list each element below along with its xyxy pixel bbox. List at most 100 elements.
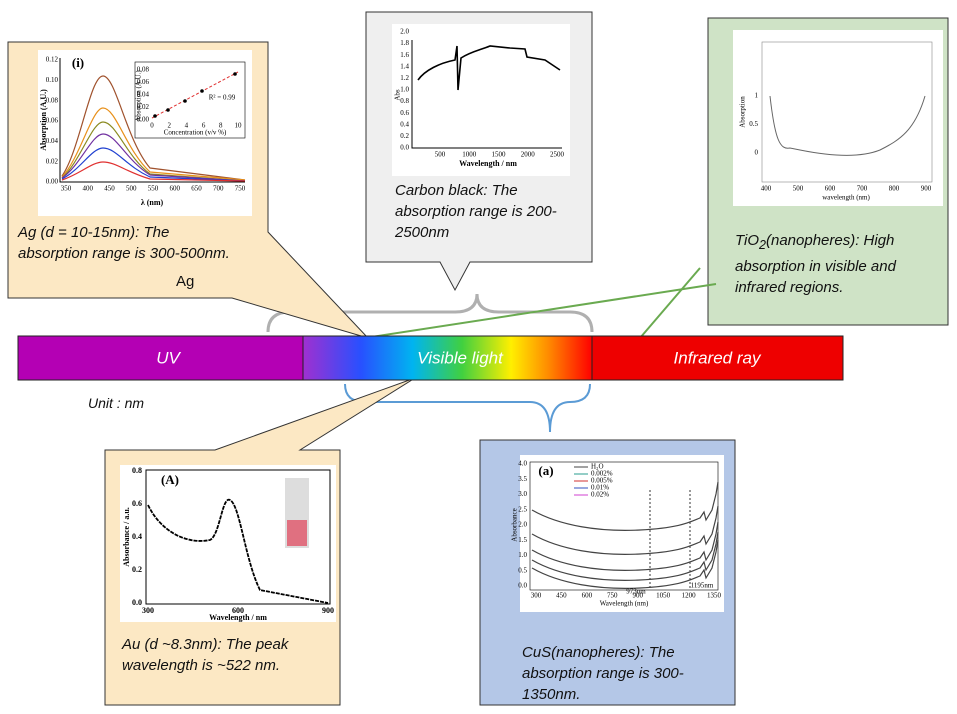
x-tick-label: 500 <box>126 185 137 193</box>
label: Absorption (A.U.) <box>135 70 143 122</box>
chart-panel <box>733 30 943 206</box>
x-tick-label: 1000 <box>462 151 477 159</box>
y-tick-label: 0.04 <box>46 137 59 145</box>
x-tick-label: 2500 <box>550 151 565 159</box>
x-tick-label: 10 <box>235 122 243 130</box>
label: Wavelength (nm) <box>600 600 649 608</box>
y-tick-label: 0.6 <box>400 109 409 117</box>
label: Absorbance / a.u. <box>122 507 131 567</box>
y-tick-label: 0.4 <box>132 532 142 541</box>
y-tick-label: 0.5 <box>749 120 758 128</box>
caption: Ag (d = 10-15nm): The absorption range i… <box>18 224 230 262</box>
legend-label: 0.005% <box>591 477 613 485</box>
y-tick-label: 1.8 <box>400 39 409 47</box>
curve <box>417 45 561 91</box>
unit-label: Unit : nm <box>88 395 145 411</box>
label: (a) <box>538 463 553 478</box>
bracket <box>266 293 594 333</box>
x-tick-label: 300 <box>142 606 154 615</box>
x-tick-label: 600 <box>825 185 836 193</box>
curve <box>769 95 926 156</box>
y-tick-label: 1.2 <box>400 74 409 82</box>
y-tick-label: 4.0 <box>518 460 527 468</box>
label: (A) <box>161 472 179 487</box>
axis <box>145 469 331 605</box>
legend-label: 0.002% <box>591 470 613 478</box>
y-tick-label: 1.6 <box>400 51 409 59</box>
x-tick-label: 700 <box>213 185 224 193</box>
x-tick-label: 500 <box>793 185 804 193</box>
x-tick-label: 400 <box>761 185 772 193</box>
x-tick-label: 1050 <box>656 592 671 600</box>
y-tick-label: 0.2 <box>132 565 142 574</box>
y-tick-label: 0.00 <box>137 116 150 124</box>
x-tick-label: 300 <box>531 592 542 600</box>
y-tick-label: 0.0 <box>400 144 409 152</box>
y-tick-label: 0.10 <box>46 76 59 84</box>
y-tick-label: 0.6 <box>132 499 142 508</box>
y-tick-label: 0.04 <box>137 91 150 99</box>
x-tick-label: 600 <box>170 185 181 193</box>
chart-panel <box>392 24 570 176</box>
inset <box>134 61 246 139</box>
axis <box>411 40 562 149</box>
legend-label: 0.02% <box>591 491 609 499</box>
curves <box>61 75 246 182</box>
y-tick-label: 0.5 <box>518 566 527 574</box>
label: Absorption <box>739 96 747 128</box>
y-tick-label: 2.0 <box>518 521 527 529</box>
y-tick-label: 0.0 <box>518 582 527 590</box>
x-tick-label: 900 <box>632 592 643 600</box>
y-tick-label: 2.0 <box>400 28 409 36</box>
x-tick-label: 8 <box>219 122 223 130</box>
y-tick-label: 0.8 <box>400 97 409 105</box>
label: R² = 0.99 <box>209 94 236 102</box>
y-tick-label: 1.5 <box>518 536 527 544</box>
x-tick-label: 750 <box>607 592 618 600</box>
infrared-band <box>591 335 844 381</box>
y-tick-label: 0.06 <box>46 117 59 125</box>
x-tick-label: 450 <box>104 185 115 193</box>
label: Wavelength / nm <box>209 613 267 622</box>
y-tick-label: 1 <box>755 92 759 100</box>
y-tick-label: 0.4 <box>400 120 409 128</box>
connector <box>364 283 717 339</box>
label: Concentration (v/v %) <box>164 129 227 137</box>
label: Absorbance <box>511 508 519 541</box>
x-tick-label: 2 <box>167 122 171 130</box>
x-tick-label: 6 <box>202 122 206 130</box>
y-tick-label: 1.4 <box>400 62 409 70</box>
caption: Au (d ~8.3nm): The peak wavelength is ~5… <box>122 636 289 674</box>
y-tick-label: 0.08 <box>137 66 150 74</box>
x-tick-label: 800 <box>889 185 900 193</box>
legend-label: 0.01% <box>591 484 609 492</box>
points <box>153 72 237 118</box>
x-tick-label: 1350 <box>707 592 722 600</box>
x-tick-label: 1500 <box>492 151 507 159</box>
x-tick-label: 600 <box>582 592 593 600</box>
y-tick-label: 0.12 <box>46 56 59 64</box>
y-tick-label: 1.0 <box>518 551 527 559</box>
label: Abs <box>394 89 402 101</box>
x-tick-label: 550 <box>148 185 159 193</box>
y-tick-label: 3.0 <box>518 490 527 498</box>
x-tick-label: 0 <box>150 122 154 130</box>
y-tick-label: 0.06 <box>137 78 150 86</box>
x-tick-label: 4 <box>185 122 189 130</box>
caption: TiO2(nanopheres): High absorption in vis… <box>735 230 947 298</box>
x-tick-label: 600 <box>232 606 244 615</box>
y-tick-label: 0.02 <box>137 103 150 111</box>
x-tick-label: 500 <box>435 151 446 159</box>
x-tick-label: 1200 <box>682 592 697 600</box>
label: Absorption (A.U.) <box>39 89 48 151</box>
caption: Carbon black: The absorption range is 20… <box>395 182 557 241</box>
caption-text: (nanopheres): High absorption in visible… <box>735 232 896 296</box>
band-label: UV <box>156 348 181 367</box>
x-tick-label: 900 <box>322 606 334 615</box>
label: Wavelength / nm <box>459 159 517 168</box>
band-label: Visible light <box>417 348 504 367</box>
curve <box>147 499 329 604</box>
y-tick-label: 3.5 <box>518 475 527 483</box>
y-tick-label: 0 <box>755 149 759 157</box>
